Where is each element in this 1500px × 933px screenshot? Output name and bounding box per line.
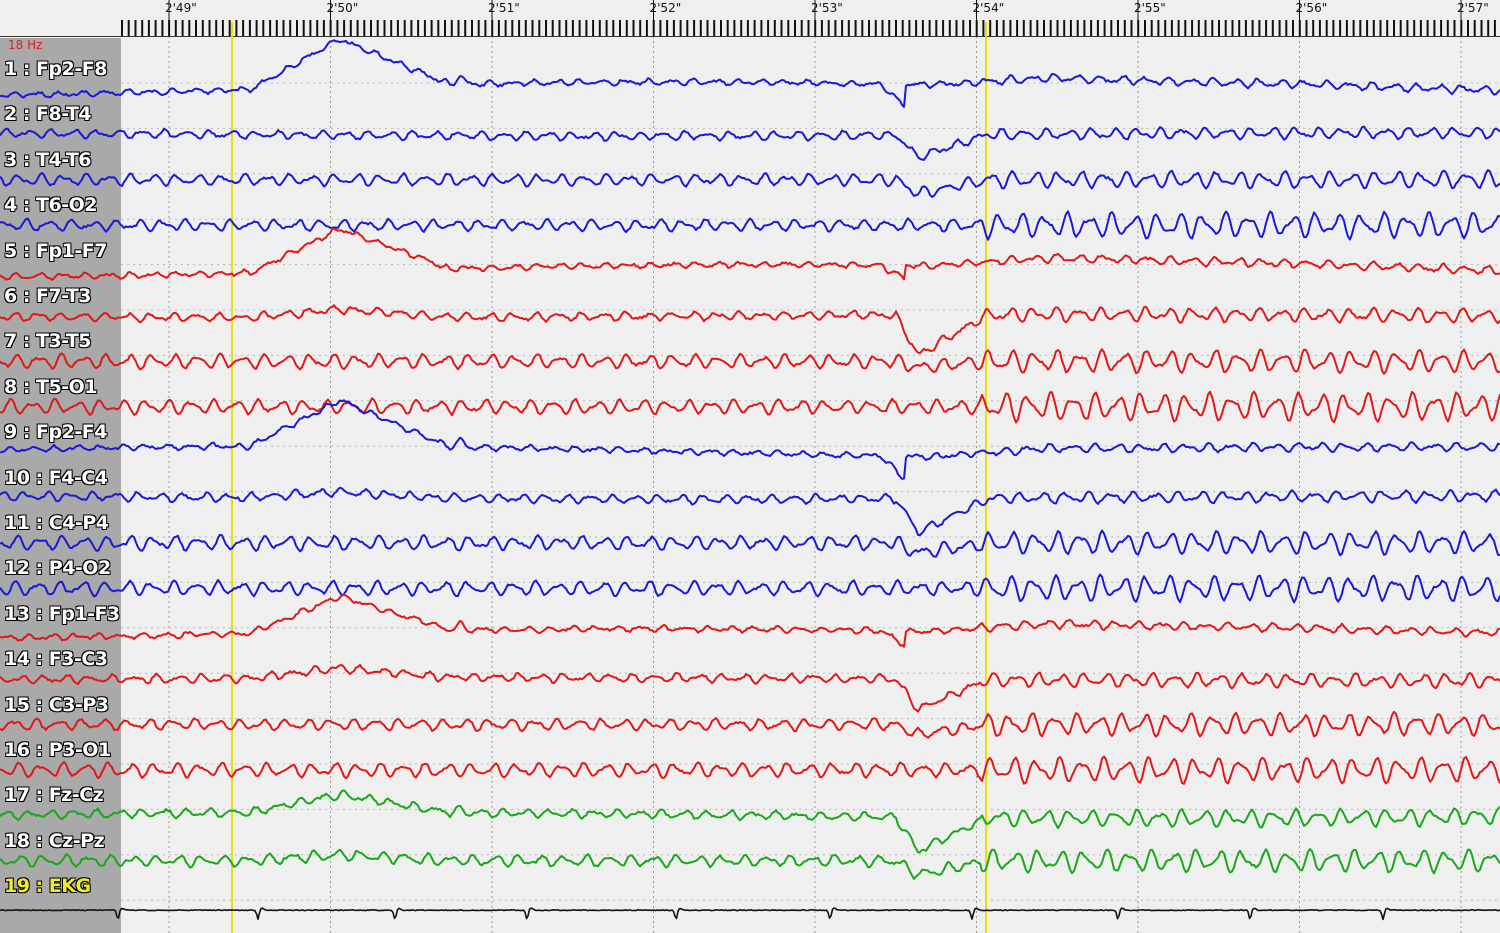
time-label: 2'56" [1295,1,1328,15]
time-label: 2'49" [165,1,197,15]
channel-label[interactable]: 1 : Fp2-F8 [4,58,107,80]
eeg-channel-trace[interactable] [0,227,1500,281]
channel-label[interactable]: 13 : Fp1-F3 [4,602,120,625]
channel-label[interactable]: 7 : T3-T5 [4,330,92,353]
eeg-channel-trace[interactable] [0,710,1500,739]
eeg-channel-trace[interactable] [0,663,1500,713]
eeg-channel-trace[interactable] [0,755,1500,785]
time-label: 2'51" [488,1,520,15]
channel-label[interactable]: 6 : F7-T3 [4,285,92,307]
grid [121,36,1500,933]
time-label: 2'50" [326,1,359,15]
eeg-channel-trace[interactable] [0,39,1500,108]
channel-label[interactable]: 11 : C4-P4 [4,512,109,534]
channel-label[interactable]: 5 : Fp1-F7 [4,239,107,262]
eeg-channel-trace[interactable] [0,348,1500,375]
eeg-channel-trace[interactable] [0,789,1500,854]
channel-label[interactable]: 2 : F8-T4 [4,103,92,126]
eeg-channel-trace[interactable] [0,125,1500,161]
channel-label[interactable]: 3 : T4-T6 [4,148,92,171]
channel-label[interactable]: 9 : Fp2-F4 [4,421,107,444]
eeg-channel-trace[interactable] [0,573,1500,604]
channel-label[interactable]: 14 : F3-C3 [4,648,108,671]
channel-label[interactable]: 8 : T5-O1 [4,375,98,398]
channel-label[interactable]: 18 : Cz-Pz [4,829,105,852]
eeg-channel-trace[interactable] [0,169,1500,198]
eeg-channel-trace[interactable] [0,529,1500,558]
time-label: 2'55" [1134,1,1166,15]
eeg-channel-trace[interactable] [0,390,1500,424]
eeg-channel-trace[interactable] [0,593,1500,648]
channel-label[interactable]: 12 : P4-O2 [4,557,111,580]
time-label: 2'54" [972,1,1005,15]
channel-label[interactable]: 4 : T6-O2 [4,194,98,217]
channel-label[interactable]: 10 : F4-C4 [4,466,108,489]
eeg-channel-trace[interactable] [0,907,1500,921]
channel-label[interactable]: 15 : C3-P3 [4,693,109,716]
channel-label[interactable]: 16 : P3-O1 [4,739,111,761]
time-label: 2'52" [649,1,682,15]
channel-label[interactable]: 17 : Fz-Cz [4,784,104,807]
eeg-channel-trace[interactable] [0,304,1500,355]
eeg-channel-trace[interactable] [0,210,1500,241]
eeg-channel-trace[interactable] [0,399,1500,480]
eeg-series-group [0,39,1500,921]
time-label: 2'57" [1457,1,1489,15]
channel-label-panel [0,38,121,933]
time-label: 2'53" [811,1,843,15]
eeg-channel-trace[interactable] [0,486,1500,537]
filter-label: 18 Hz [8,38,43,52]
eeg-channel-trace[interactable] [0,848,1500,880]
channel-label[interactable]: 19 : EKG [4,875,91,898]
ruler-ticks [0,0,1500,37]
